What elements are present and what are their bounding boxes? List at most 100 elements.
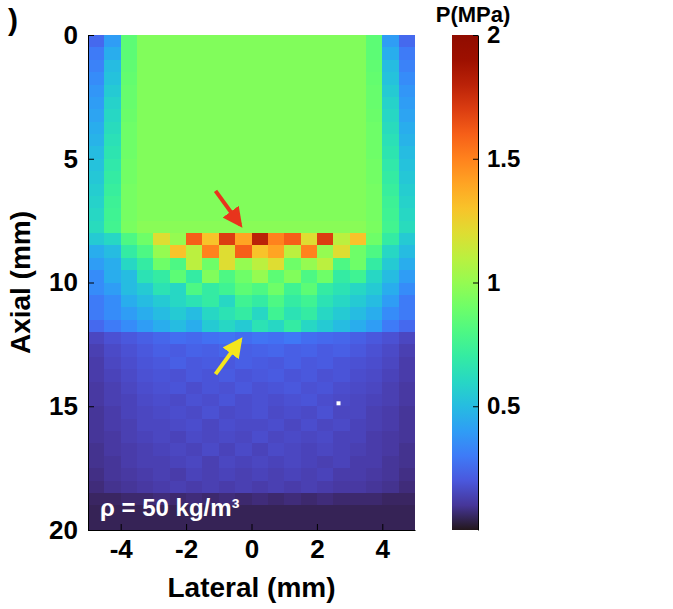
heatmap-cell [88, 159, 105, 172]
heatmap-cell [104, 258, 121, 271]
heatmap-cell [202, 283, 219, 296]
heatmap-cell [284, 184, 301, 197]
heatmap-cell [121, 431, 138, 444]
heatmap-cell [202, 208, 219, 221]
heatmap-cell [121, 369, 138, 382]
heatmap-cell [137, 208, 154, 221]
heatmap-cell [88, 419, 105, 432]
heatmap-cell [399, 245, 415, 258]
heatmap-cell [252, 505, 269, 518]
heatmap-cell [301, 332, 318, 345]
heatmap-cell [202, 406, 219, 419]
heatmap-cell [104, 85, 121, 98]
heatmap-cell [202, 270, 219, 283]
heatmap-cell [252, 35, 269, 48]
heatmap-cell [317, 258, 334, 271]
heatmap-cell [219, 146, 236, 159]
heatmap-cell [333, 134, 350, 147]
heatmap-cell [399, 320, 415, 333]
heatmap-cell [284, 382, 301, 395]
heatmap-cell [350, 85, 367, 98]
heatmap-cell [153, 443, 170, 456]
heatmap-cell [88, 208, 105, 221]
heatmap-cell [317, 283, 334, 296]
heatmap-cell [121, 307, 138, 320]
heatmap-cell [301, 419, 318, 432]
heatmap-cell [268, 419, 285, 432]
heatmap-cell [284, 159, 301, 172]
heatmap-cell [88, 97, 105, 110]
heatmap-cell [252, 122, 269, 135]
heatmap-cell [301, 122, 318, 135]
heatmap-cell [186, 357, 203, 370]
heatmap-cell [268, 85, 285, 98]
heatmap-cell [170, 468, 187, 481]
heatmap [88, 35, 415, 530]
heatmap-cell [121, 72, 138, 85]
heatmap-cell [153, 283, 170, 296]
heatmap-cell [350, 134, 367, 147]
heatmap-cell [88, 72, 105, 85]
heatmap-cell [366, 85, 383, 98]
heatmap-cell [219, 320, 236, 333]
heatmap-cell [268, 134, 285, 147]
heatmap-cell [333, 245, 350, 258]
heatmap-cell [284, 233, 301, 246]
heatmap-cell [121, 35, 138, 48]
heatmap-cell [153, 35, 170, 48]
heatmap-cell [170, 382, 187, 395]
heatmap-cell [252, 419, 269, 432]
heatmap-cell [301, 481, 318, 494]
heatmap-cell [252, 320, 269, 333]
heatmap-cell [121, 344, 138, 357]
heatmap-cell [252, 221, 269, 234]
heatmap-cell [268, 344, 285, 357]
heatmap-cell [219, 109, 236, 122]
heatmap-cell [382, 233, 399, 246]
heatmap-cell [268, 60, 285, 73]
heatmap-cell [350, 344, 367, 357]
heatmap-cell [88, 122, 105, 135]
heatmap-cell [137, 146, 154, 159]
heatmap-cell [333, 208, 350, 221]
heatmap-cell [219, 394, 236, 407]
tick-mark [473, 159, 478, 160]
heatmap-cell [186, 295, 203, 308]
heatmap-cell [399, 481, 415, 494]
heatmap-cell [137, 394, 154, 407]
heatmap-cell [399, 419, 415, 432]
heatmap-cell [88, 406, 105, 419]
heatmap-cell [153, 159, 170, 172]
heatmap-cell [235, 171, 252, 184]
heatmap-cell [170, 122, 187, 135]
tick-label: 10 [49, 267, 78, 297]
heatmap-cell [268, 221, 285, 234]
heatmap-cell [317, 85, 334, 98]
heatmap-cell [268, 196, 285, 209]
heatmap-cell [202, 382, 219, 395]
heatmap-cell [202, 431, 219, 444]
heatmap-cell [333, 122, 350, 135]
heatmap-cell [333, 47, 350, 60]
heatmap-cell [104, 184, 121, 197]
heatmap-cell [268, 47, 285, 60]
heatmap-cell [170, 208, 187, 221]
heatmap-cell [104, 406, 121, 419]
tick: 10 [49, 267, 94, 297]
heatmap-cell [366, 518, 383, 530]
heatmap-cell [137, 307, 154, 320]
heatmap-cell [235, 97, 252, 110]
heatmap-cell [399, 406, 415, 419]
heatmap-cell [153, 468, 170, 481]
tick-label: 20 [49, 515, 78, 545]
heatmap-cell [252, 295, 269, 308]
heatmap-cell [382, 320, 399, 333]
heatmap-cell [366, 468, 383, 481]
heatmap-cell [252, 146, 269, 159]
heatmap-cell [235, 245, 252, 258]
heatmap-cell [399, 431, 415, 444]
heatmap-cell [333, 332, 350, 345]
heatmap-cell [170, 184, 187, 197]
heatmap-cell [137, 134, 154, 147]
heatmap-cell [219, 47, 236, 60]
